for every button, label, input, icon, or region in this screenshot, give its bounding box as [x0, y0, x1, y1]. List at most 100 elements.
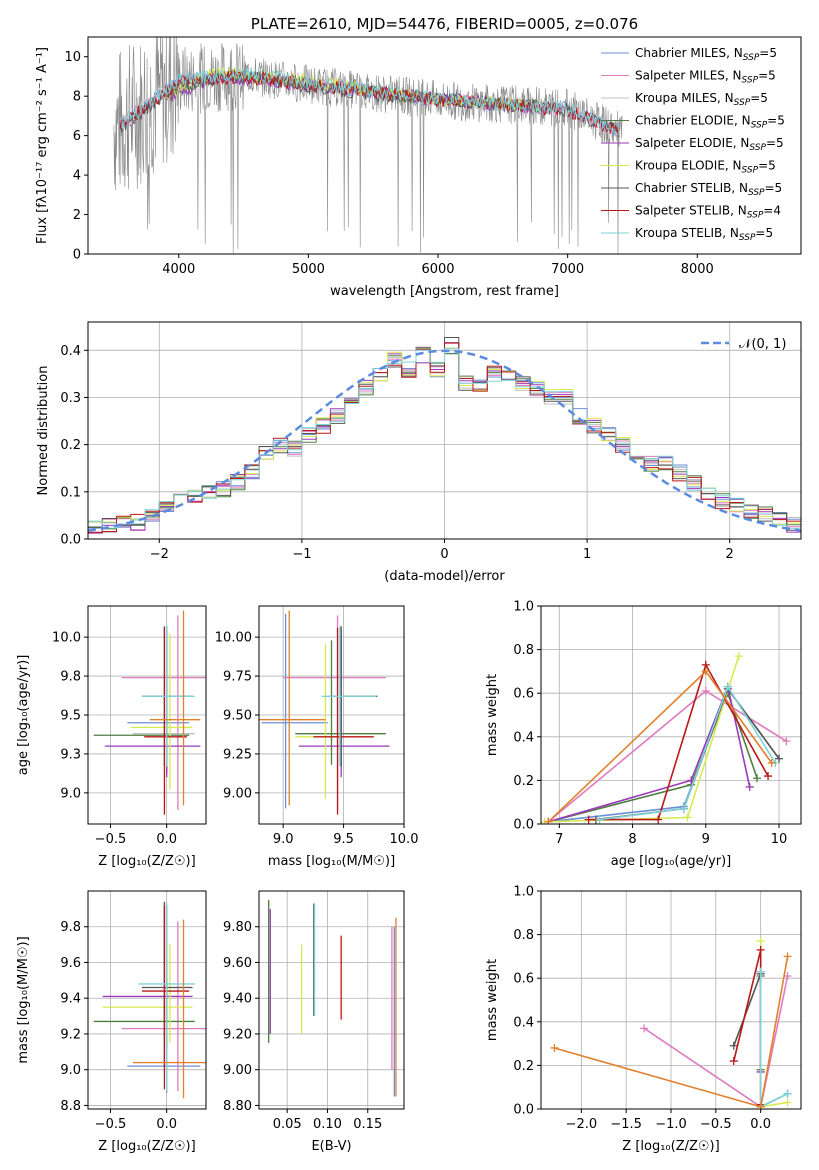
y-tick-label: 9.3 — [60, 747, 81, 762]
panel-spectrum: Chabrier MILES, NSSP=5 Salpeter MILES, NS… — [84, 36, 802, 258]
x-tick-label: −2 — [150, 547, 169, 562]
observed-spectrum — [113, 37, 623, 254]
plot-area-mass-vs-ebv — [259, 891, 404, 1109]
x-tick-label: 5000 — [292, 262, 325, 277]
panel-mass-vs-ebv — [255, 890, 405, 1113]
y-tick-label: 10.00 — [215, 631, 252, 646]
weight-marker — [783, 1098, 792, 1107]
legend-label: Chabrier STELIB, NSSP=5 — [635, 181, 782, 198]
y-axis-label: mass weight — [485, 674, 500, 756]
x-tick-label: 4000 — [162, 262, 195, 277]
y-tick-label: 6 — [73, 129, 81, 144]
y-tick-label: 0.0 — [60, 533, 81, 548]
y-tick-label: 9.60 — [223, 956, 252, 971]
x-tick-label: −0.5 — [95, 832, 127, 847]
y-tick-label: 10.0 — [52, 631, 81, 646]
weight-marker — [584, 815, 593, 824]
x-tick-label: 9.0 — [273, 832, 294, 847]
y-tick-label: 2 — [73, 208, 81, 223]
weight-marker — [753, 774, 762, 783]
weight-marker — [756, 937, 765, 946]
y-tick-label: 0.4 — [513, 730, 534, 745]
weight-marker — [729, 1057, 738, 1066]
weight-marker — [683, 813, 692, 822]
histogram-step — [88, 348, 801, 529]
weight-line — [733, 949, 762, 1105]
legend-label: Salpeter MILES, NSSP=5 — [635, 69, 776, 86]
weight-line — [588, 662, 769, 821]
x-tick-label: −0.5 — [95, 1117, 127, 1132]
y-tick-label: 9.6 — [60, 956, 81, 971]
x-tick-label: 6000 — [421, 262, 454, 277]
x-tick-label: 7000 — [551, 262, 584, 277]
weight-marker — [550, 1043, 559, 1052]
x-axis-label: mass [log₁₀(M/M☉)] — [268, 854, 395, 869]
weight-line — [599, 684, 777, 821]
x-tick-label: −2.0 — [566, 1117, 598, 1132]
x-tick-label: 0.0 — [750, 1117, 771, 1132]
plot-area-mass-vs-Z — [88, 891, 206, 1109]
weight-marker — [783, 952, 792, 961]
y-tick-label: 0 — [73, 248, 81, 263]
legend-label: Kroupa ELODIE, NSSP=5 — [635, 159, 776, 176]
legend-label: Chabrier ELODIE, NSSP=5 — [635, 114, 785, 131]
y-tick-label: 9.20 — [223, 1027, 252, 1042]
y-tick-label: 9.0 — [60, 1063, 81, 1078]
weight-marker — [782, 737, 791, 746]
x-tick-label: 9 — [702, 832, 710, 847]
weight-marker — [640, 1024, 649, 1033]
y-tick-label: 9.40 — [223, 992, 252, 1007]
weight-marker — [701, 687, 710, 696]
x-tick-label: 2 — [726, 547, 734, 562]
panel-residuals — [84, 321, 802, 543]
x-axis-label: wavelength [Angstrom, rest frame] — [330, 284, 559, 299]
weight-marker — [756, 1102, 765, 1109]
y-tick-label: 0.2 — [513, 774, 534, 789]
y-tick-label: 0.3 — [60, 391, 81, 406]
y-tick-label: 0.6 — [513, 687, 534, 702]
y-tick-label: 9.50 — [223, 709, 252, 724]
panel-weight-vs-age — [537, 605, 802, 828]
model-spectrum-line — [119, 69, 619, 134]
panel-mass-vs-Z — [84, 890, 207, 1113]
weight-marker — [654, 815, 663, 824]
weight-marker — [544, 817, 553, 824]
x-tick-label: 8 — [628, 832, 636, 847]
plot-area-spectrum — [113, 37, 623, 254]
panel-age-vs-Z — [84, 605, 207, 828]
y-tick-label: 0.0 — [513, 818, 534, 833]
y-axis-label: Normed distribution — [36, 366, 51, 496]
y-tick-label: 9.8 — [60, 920, 81, 935]
y-tick-label: 9.4 — [60, 992, 81, 1007]
y-tick-label: 0.2 — [513, 1059, 534, 1074]
y-tick-label: 9.75 — [223, 670, 252, 685]
panel-age-vs-mass — [255, 605, 405, 828]
x-tick-label: −1 — [292, 547, 311, 562]
x-axis-label: Z [log₁₀(Z/Z☉)] — [98, 1139, 195, 1154]
weight-marker — [595, 815, 604, 824]
x-axis-label: (data-model)/error — [384, 569, 505, 584]
model-spectrum-line — [119, 69, 619, 138]
chart-title: PLATE=2610, MJD=54476, FIBERID=0005, z=0… — [251, 15, 638, 33]
legend-label: Chabrier MILES, NSSP=5 — [635, 46, 777, 63]
y-axis-label: mass [log₁₀(M/M☉)] — [16, 936, 31, 1063]
y-axis-label: Flux [fλ10⁻¹⁷ erg cm⁻² s⁻¹ A⁻¹] — [35, 47, 50, 244]
weight-marker — [701, 667, 710, 676]
model-spectrum-line — [165, 66, 541, 113]
legend-label: Kroupa MILES, NSSP=5 — [635, 91, 768, 108]
y-tick-label: 0.4 — [513, 1015, 534, 1030]
x-axis-label: Z [log₁₀(Z/Z☉)] — [98, 854, 195, 869]
y-tick-label: 8.80 — [223, 1099, 252, 1114]
weight-marker — [679, 804, 688, 813]
y-tick-label: 8.8 — [60, 1099, 81, 1114]
weight-marker — [764, 772, 773, 781]
weight-marker — [734, 652, 743, 661]
x-axis-label: E(B-V) — [311, 1139, 351, 1154]
y-tick-label: 8 — [73, 90, 81, 105]
plot-area-weight-vs-age — [541, 606, 801, 824]
legend-label: Kroupa STELIB, NSSP=5 — [635, 226, 773, 243]
weight-marker — [767, 758, 776, 767]
gaussian-curve — [88, 349, 801, 532]
x-tick-label: 0.0 — [156, 1117, 177, 1132]
y-tick-label: 9.80 — [223, 920, 252, 935]
